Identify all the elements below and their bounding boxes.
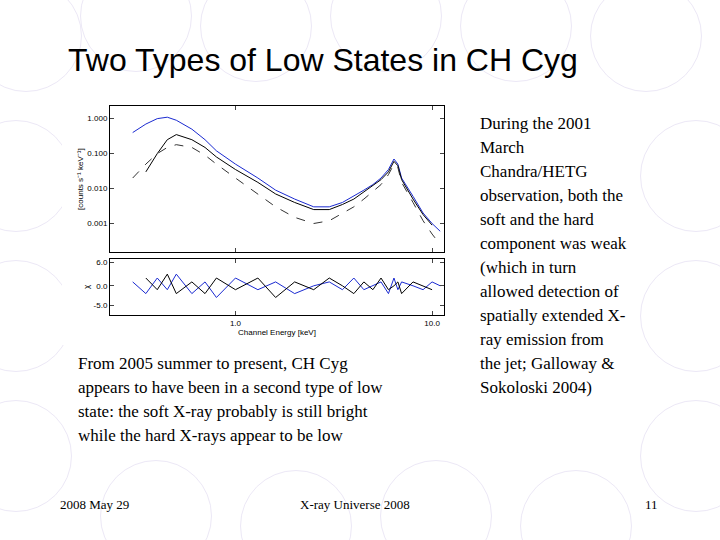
svg-text:1.000: 1.000: [87, 114, 108, 123]
html-text:From 2005 summer to present, C: From 2005 summer to present, CH Cyg: [78, 354, 348, 373]
html-text:observation, both the: observation, both the: [480, 186, 624, 205]
svg-text:-5.0: -5.0: [94, 301, 108, 310]
svg-text:10.0: 10.0: [424, 319, 440, 328]
svg-text:0.001: 0.001: [87, 219, 108, 228]
svg-text:6.0: 6.0: [96, 258, 108, 267]
html-text:Sokoloski 2004): Sokoloski 2004): [480, 378, 592, 397]
html-text:while the hard X-rays appear t: while the hard X-rays appear to be low: [78, 426, 343, 445]
html-text:(which in turn: (which in turn: [480, 258, 577, 277]
svg-text:1.0: 1.0: [230, 319, 242, 328]
html-text:ray emission from: ray emission from: [480, 330, 604, 349]
html-text:state: the soft X-ray probably: state: the soft X-ray probably is still …: [78, 402, 368, 421]
svg-text:0.010: 0.010: [87, 184, 108, 193]
html-text:the jet; Galloway &: the jet; Galloway &: [480, 354, 615, 373]
svg-text:0.0: 0.0: [96, 282, 108, 291]
html-text:11: 11: [645, 497, 658, 512]
html-text:2008 May 29: 2008 May 29: [60, 497, 130, 512]
html-text:Chandra/HETG: Chandra/HETG: [480, 162, 588, 181]
html-text:allowed detection of: allowed detection of: [480, 282, 619, 301]
svg-text:χ: χ: [82, 284, 91, 289]
svg-text:[counts s⁻¹ keV⁻¹]: [counts s⁻¹ keV⁻¹]: [76, 148, 85, 210]
html-text:During the 2001: During the 2001: [480, 114, 592, 133]
html-text:component was weak: component was weak: [480, 234, 627, 253]
html-text:X-ray Universe 2008: X-ray Universe 2008: [300, 497, 410, 512]
html-text:Two Types of Low States in CH: Two Types of Low States in CH Cyg: [68, 42, 578, 78]
svg-text:0.100: 0.100: [87, 149, 108, 158]
html-text:soft and the hard: soft and the hard: [480, 210, 594, 229]
html-text:March: March: [480, 138, 525, 157]
html-text:spatially extended X-: spatially extended X-: [480, 306, 626, 325]
svg-text:Channel Energy [keV]: Channel Energy [keV]: [238, 328, 316, 337]
html-text:appears to have been in a seco: appears to have been in a second type of…: [78, 378, 383, 397]
